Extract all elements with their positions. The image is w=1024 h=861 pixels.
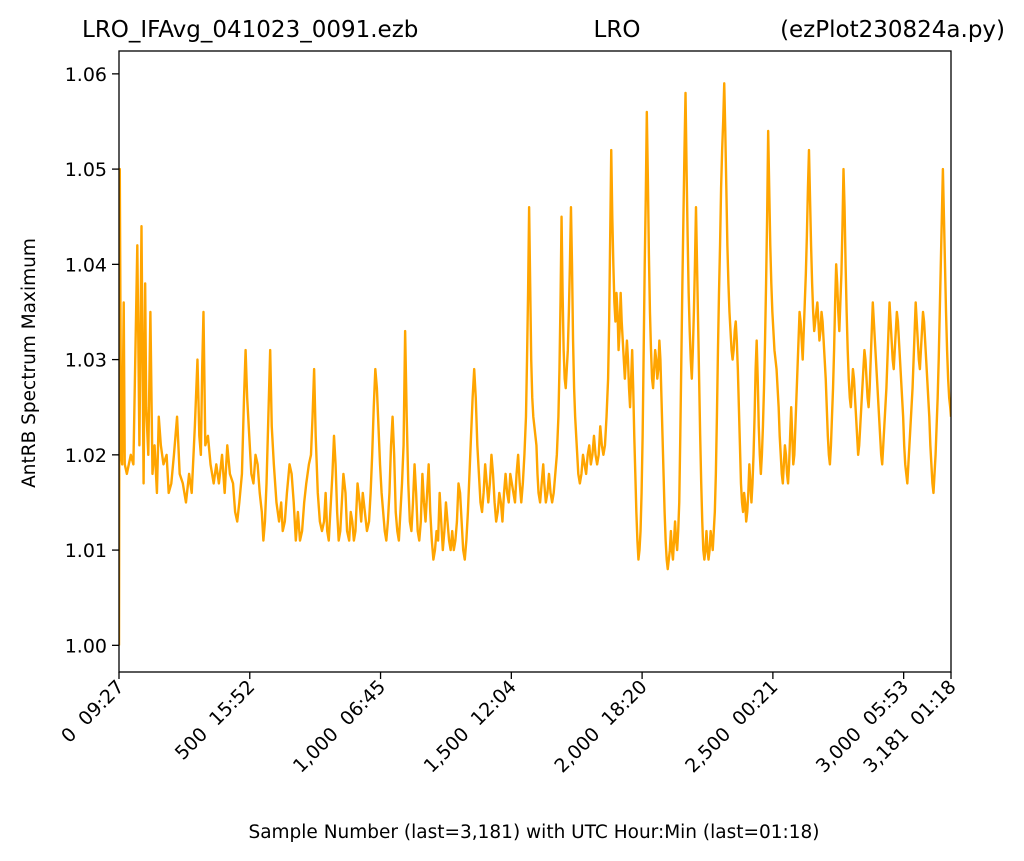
- x-tick-label: 500 15:52: [171, 676, 259, 764]
- y-tick-label: 1.01: [65, 540, 107, 562]
- y-tick-label: 1.04: [65, 254, 107, 276]
- x-axis: 0 09:27 500 15:52 1,000 06:45 1,500 12:04 2,…: [57, 672, 961, 777]
- series-layer: [119, 82, 951, 646]
- y-tick-label: 1.06: [65, 64, 107, 86]
- y-tick-label: 1.05: [65, 159, 107, 181]
- y-axis: 1.00 1.01 1.02 1.03 1.04 1.05 1.06: [65, 64, 119, 657]
- title-center: LRO: [594, 17, 641, 43]
- title-script: (ezPlot230824a.py): [780, 17, 1005, 43]
- x-tick-label: 2,000 18:20: [550, 676, 651, 777]
- series-line-0: [119, 82, 951, 646]
- x-tick-label: 2,500 00:21: [681, 676, 782, 777]
- title-filename: LRO_IFAvg_041023_0091.ezb: [82, 17, 418, 43]
- plot-area-frame: [118, 50, 952, 673]
- x-tick-label: 1,500 12:04: [420, 676, 521, 777]
- y-tick-label: 1.00: [65, 635, 107, 657]
- chart-title: LRO_IFAvg_041023_0091.ezb LRO (ezPlot230…: [82, 17, 1005, 43]
- y-tick-label: 1.03: [65, 350, 107, 372]
- x-axis-label: Sample Number (last=3,181) with UTC Hour…: [248, 822, 819, 843]
- x-tick-label: 1,000 06:45: [289, 676, 390, 777]
- y-axis-label: AntRB Spectrum Maximum: [19, 238, 40, 488]
- y-tick-label: 1.02: [65, 445, 107, 467]
- x-tick-label: 0 09:27: [57, 676, 128, 747]
